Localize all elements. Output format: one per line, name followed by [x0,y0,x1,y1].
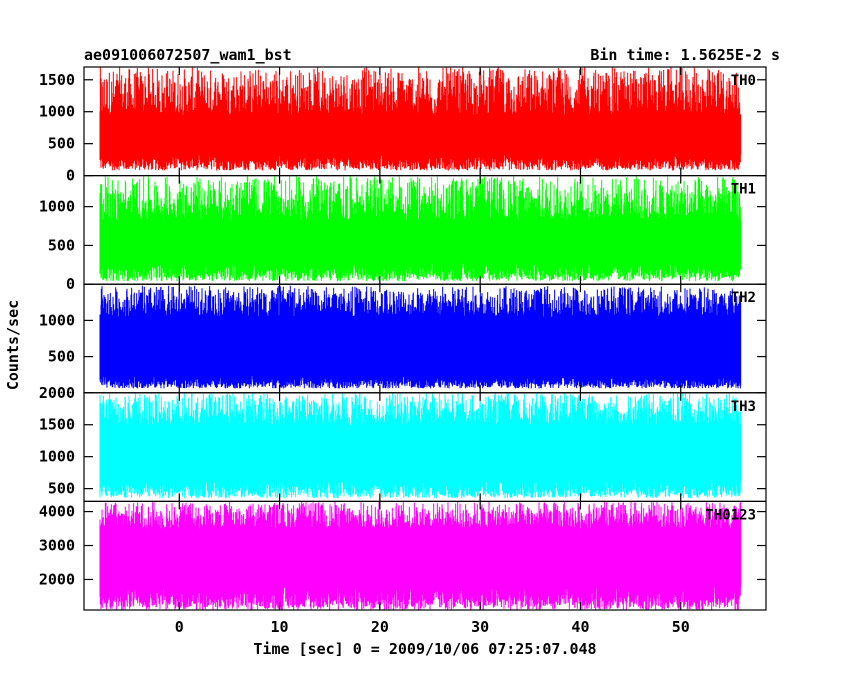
panel-frame [83,500,767,611]
series-th0 [99,67,742,171]
x-tick-label: 0 [175,618,184,636]
panel-label-th0123: TH0123 [705,507,756,523]
x-tick-label: 50 [672,618,690,636]
y-tick-label: 4000 [39,503,75,521]
y-tick-label: 1000 [39,311,75,329]
series-th1 [99,175,742,282]
y-tick-label: 500 [48,348,75,366]
series-th3 [99,392,742,499]
panel-label-th3: TH3 [731,399,756,415]
x-tick-label: 20 [371,618,389,636]
x-axis: 0 10 20 30 40 50 [175,618,690,636]
y-tick-label: 3000 [39,537,75,555]
panel-label-th1: TH1 [731,182,756,198]
y-tick-label: 1000 [39,103,75,121]
y-tick-label: 0 [66,167,75,185]
x-axis-label: Time [sec] 0 = 2009/10/06 07:25:07.048 [253,640,596,658]
y-tick-label: 1500 [39,416,75,434]
panel-th3: 500 1000 1500 2000 TH3 [39,384,767,502]
y-tick-label: 500 [48,236,75,254]
chart-title-right: Bin time: 1.5625E-2 s [590,46,780,64]
x-tick-label: 30 [471,618,489,636]
panel-label-th2: TH2 [731,290,756,306]
panel-th0: 0 500 1000 1500 TH0 [39,66,767,185]
y-tick-label: 1000 [39,448,75,466]
panel-th1: 0 500 1000 TH1 [39,175,767,293]
panel-th0123: 2000 3000 4000 TH0123 [39,500,767,611]
y-tick-label: 500 [48,135,75,153]
panels-group: 0 500 1000 1500 TH0 0 500 1000 TH1 500 1000 TH2 500 1… [39,66,767,611]
series-th2 [99,285,742,389]
x-tick-label: 10 [271,618,289,636]
y-tick-label: 1000 [39,198,75,216]
y-tick-label: 2000 [39,384,75,402]
panel-th2: 500 1000 TH2 [39,283,767,394]
panel-label-th0: TH0 [731,73,756,89]
y-axis-label: Counts/sec [4,300,22,390]
y-tick-label: 2000 [39,570,75,588]
y-tick-label: 0 [66,275,75,293]
y-tick-label: 500 [48,480,75,498]
chart-title-left: ae091006072507_wam1_bst [84,46,292,64]
series-th0123 [99,501,742,610]
y-tick-label: 1500 [39,71,75,89]
x-tick-label: 40 [571,618,589,636]
